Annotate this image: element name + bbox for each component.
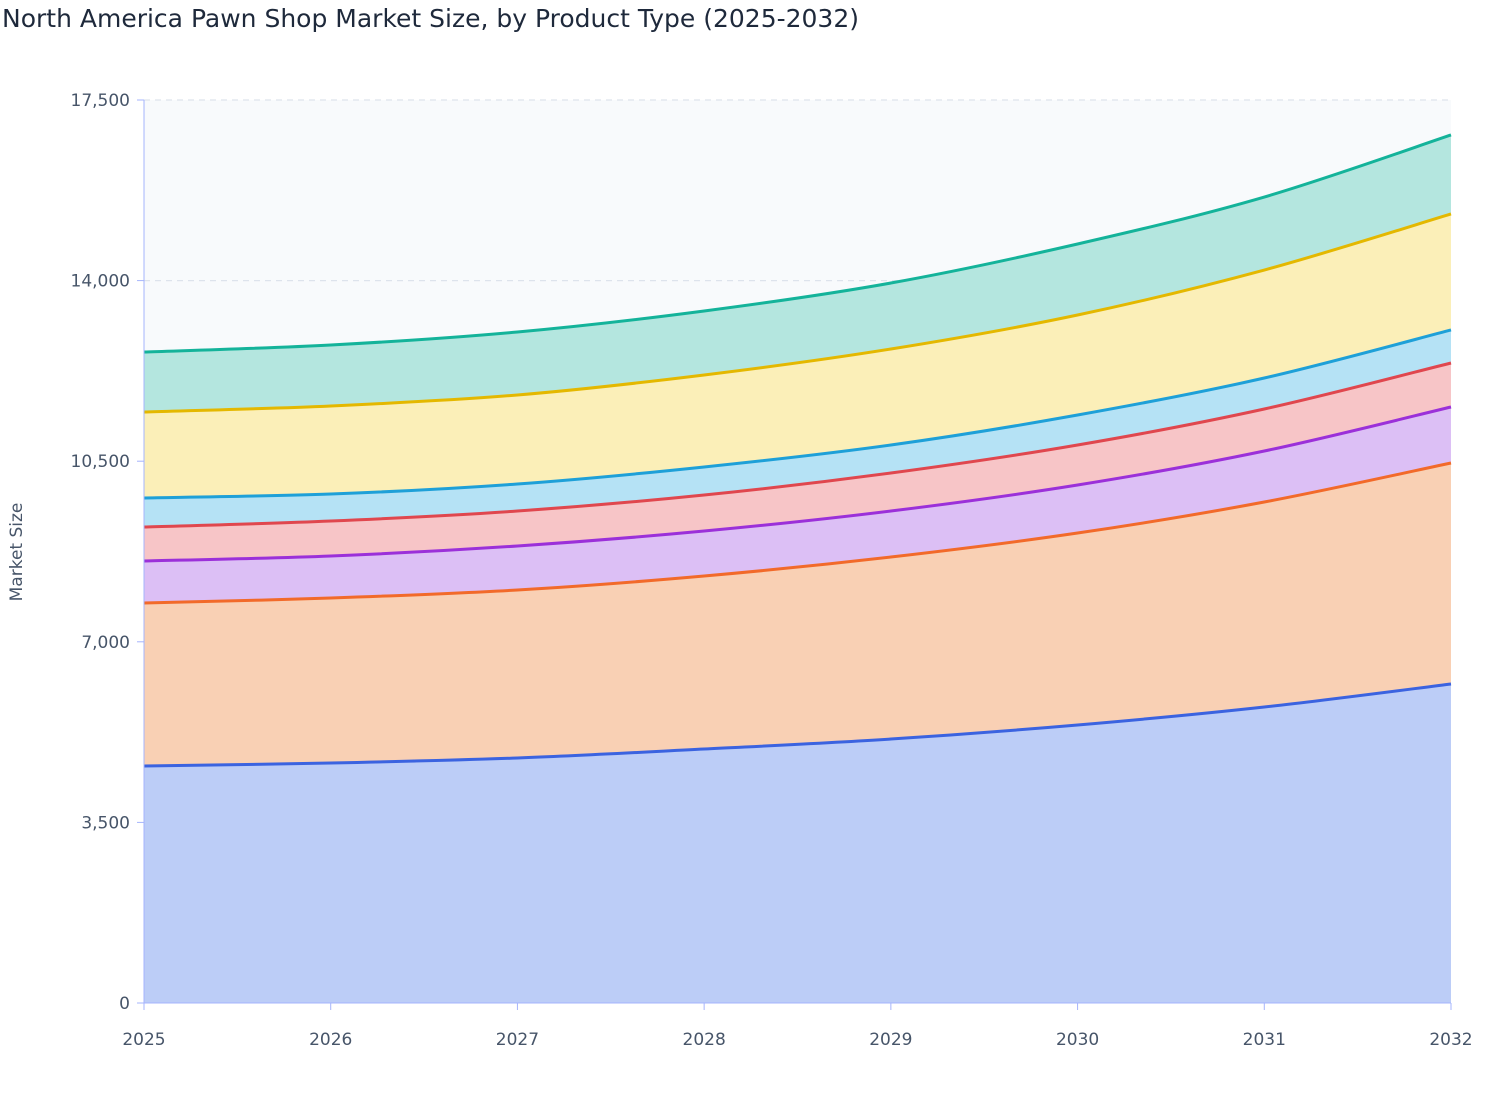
x-tick-label: 2031 — [1243, 1030, 1286, 1050]
y-tick-label: 3,500 — [81, 813, 130, 833]
area-series-3 — [144, 407, 1451, 603]
x-tick-label: 2027 — [496, 1030, 539, 1050]
line-series-3 — [143, 405, 1452, 563]
x-tick-label: 2032 — [1429, 1030, 1472, 1050]
line-series-7 — [143, 133, 1452, 354]
area-series-7 — [144, 134, 1451, 413]
area-series-6 — [144, 213, 1451, 498]
x-tick-label: 2025 — [122, 1030, 165, 1050]
line-series-4 — [143, 361, 1452, 529]
line-series-6 — [143, 212, 1452, 414]
y-tick-label: 10,500 — [71, 452, 130, 472]
line-series-1 — [143, 682, 1452, 768]
y-tick-label: 17,500 — [71, 91, 130, 111]
x-tick-label: 2030 — [1056, 1030, 1099, 1050]
y-tick-label: 0 — [119, 994, 130, 1014]
area-series-2 — [144, 463, 1451, 767]
area-series-5 — [144, 329, 1451, 527]
line-series-5 — [143, 328, 1452, 500]
x-tick-label: 2029 — [869, 1030, 912, 1050]
y-tick-label: 7,000 — [81, 633, 130, 653]
chart-title: North America Pawn Shop Market Size, by … — [2, 4, 859, 33]
y-tick-label: 14,000 — [71, 272, 130, 292]
y-axis-label: Market Size — [7, 503, 27, 602]
area-series-1 — [144, 684, 1451, 1003]
x-tick-label: 2028 — [683, 1030, 726, 1050]
line-series-2 — [143, 461, 1452, 605]
x-tick-label: 2026 — [309, 1030, 352, 1050]
